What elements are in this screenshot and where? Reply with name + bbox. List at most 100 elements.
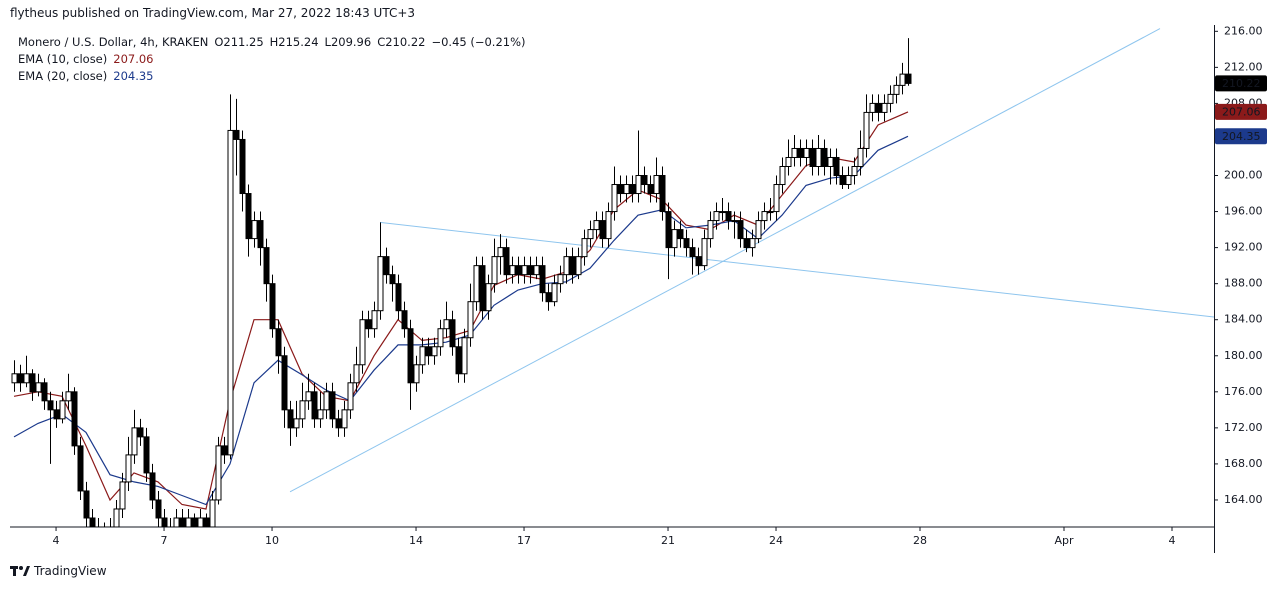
candle-body: [617, 184, 624, 195]
candle-body: [485, 283, 492, 312]
candle-body: [161, 517, 168, 527]
price-badge-label: 210.22: [1222, 77, 1261, 90]
candle-body: [749, 238, 756, 249]
candle-body: [647, 184, 654, 195]
candle-body: [275, 328, 282, 357]
ohlc-label: C210.22: [377, 35, 426, 49]
x-tick-label: 21: [661, 534, 675, 547]
y-tick-label: 212.00: [1224, 60, 1263, 73]
candle-body: [875, 102, 882, 113]
trendline: [379, 221, 1214, 318]
candle-body: [29, 373, 36, 393]
ohlc-values: O211.25 H215.24 L209.96 C210.22 −0.45 (−0.21…: [214, 35, 531, 49]
candle-body: [779, 165, 786, 186]
publish-header: flytheus published on TradingView.com, M…: [10, 6, 416, 20]
legend-name: EMA (20, close): [18, 69, 108, 83]
x-tick-label: 24: [769, 534, 783, 547]
candle-body: [731, 220, 738, 223]
legend-value: 207.06: [113, 52, 154, 66]
legend-name: EMA (10, close): [18, 52, 108, 66]
candle-body: [215, 445, 222, 501]
x-tick-label: 10: [265, 534, 279, 547]
candle-body: [341, 409, 348, 429]
candle-body: [239, 138, 246, 195]
candle-body: [509, 265, 516, 276]
candle-body: [299, 400, 306, 420]
candle-body: [323, 391, 330, 411]
candle-body: [743, 238, 750, 249]
candle-body: [605, 211, 612, 240]
candle-body: [851, 165, 858, 177]
candle-body: [77, 445, 84, 492]
candle-body: [113, 508, 120, 527]
candle-body: [761, 211, 768, 222]
candle-body: [665, 211, 672, 249]
ema-line: [13, 111, 909, 510]
candle-body: [623, 184, 630, 195]
candle-body: [515, 265, 522, 276]
candle-body: [869, 102, 876, 113]
candle-body: [407, 328, 414, 384]
candle-body: [707, 220, 714, 240]
axes: 164.00 168.00 172.00 176.00 180.00 184.00 188.…: [53, 24, 1267, 547]
candle-body: [491, 256, 498, 285]
candle-body: [383, 256, 390, 276]
candle-body: [545, 292, 552, 303]
candle-body: [173, 517, 180, 527]
candle-body: [689, 247, 696, 258]
candle-body: [863, 111, 870, 149]
candle-body: [191, 517, 198, 527]
candle-body: [581, 238, 588, 258]
candle-body: [377, 256, 384, 312]
candle-body: [551, 283, 558, 303]
candle-body: [641, 175, 648, 186]
price-badge-label: 204.35: [1222, 130, 1261, 143]
candle-body: [599, 220, 606, 240]
candle-body: [809, 147, 816, 167]
candle-body: [887, 93, 894, 104]
candle-body: [17, 373, 24, 384]
candle-body: [905, 73, 912, 84]
candle-body: [65, 391, 72, 402]
legend-value: 204.35: [113, 69, 154, 83]
candle-body: [557, 274, 564, 285]
y-tick-label: 168.00: [1224, 457, 1263, 470]
candle-body: [467, 301, 474, 339]
y-tick-label: 184.00: [1224, 313, 1263, 326]
candle-body: [755, 220, 762, 240]
candle-body: [575, 256, 582, 276]
trendline: [289, 28, 1161, 493]
candle-body: [461, 337, 468, 375]
candle-body: [827, 156, 834, 167]
candle-body: [287, 409, 294, 429]
candle-body: [593, 220, 600, 231]
candle-body: [443, 319, 450, 330]
candle-body: [587, 229, 594, 240]
ohlc-label: O211.25: [214, 35, 264, 49]
candle-body: [653, 175, 660, 195]
candle-body: [785, 156, 792, 167]
candle-body: [107, 526, 114, 527]
candle-body: [197, 517, 204, 527]
candle-body: [527, 265, 534, 276]
candle-body: [281, 355, 288, 411]
candle-body: [899, 73, 906, 86]
candle-body: [671, 229, 678, 249]
symbol-name: Monero / U.S. Dollar, 4h, KRAKEN: [18, 35, 209, 49]
x-tick-label: 4: [53, 534, 60, 547]
candle-body: [893, 84, 900, 95]
ohlc-label: −0.45 (−0.21%): [431, 35, 526, 49]
candle-body: [635, 175, 642, 195]
candle-body: [269, 283, 276, 330]
y-tick-label: 216.00: [1224, 24, 1263, 37]
y-tick-label: 192.00: [1224, 241, 1263, 254]
candle-body: [245, 193, 252, 240]
candle-body: [311, 391, 318, 420]
candle-body: [767, 211, 774, 214]
candle-body: [23, 373, 30, 384]
candle-body: [389, 274, 396, 285]
candle-body: [803, 147, 810, 158]
candle-body: [395, 283, 402, 312]
candle-body: [185, 517, 192, 527]
